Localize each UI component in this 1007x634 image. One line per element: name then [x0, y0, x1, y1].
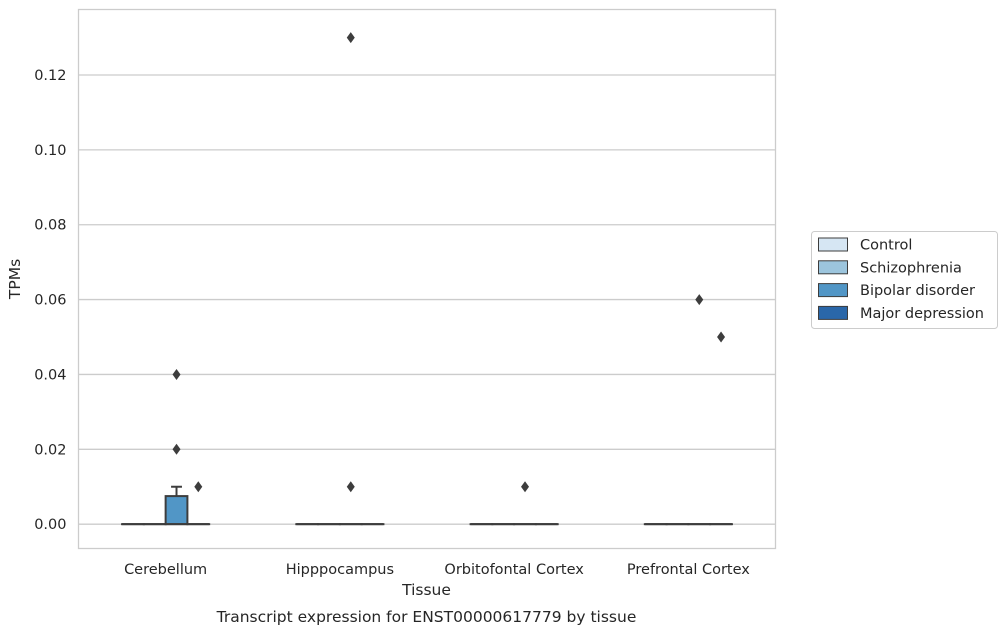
- legend-items: Control Schizophrenia Bipolar disorder Majo…: [818, 237, 984, 322]
- x-tick-label: Prefrontal Cortex: [627, 562, 750, 578]
- outlier-point: [717, 331, 726, 343]
- legend-entry: Schizophrenia: [818, 260, 962, 276]
- y-tick-label: 0.04: [34, 367, 66, 383]
- plot-area: [77, 8, 777, 550]
- y-tick-label: 0.08: [34, 218, 66, 234]
- legend-frame: [811, 231, 998, 329]
- y-tick-label: 0.02: [34, 442, 66, 458]
- x-tick-label: Cerebellum: [124, 562, 207, 578]
- legend-swatch: [818, 260, 848, 275]
- y-tick-labels: 0.00 0.02 0.04 0.06 0.08 0.10 0.12: [34, 68, 66, 533]
- boxes-layer: [121, 32, 733, 526]
- box-group: [513, 481, 537, 526]
- outlier-point: [172, 443, 181, 455]
- y-tick-label: 0.10: [34, 143, 66, 159]
- x-tick-label: Hipppocampus: [286, 562, 394, 578]
- x-tick-labels: Cerebellum Hipppocampus Orbitofontal Corte…: [124, 562, 750, 578]
- box-group: [164, 368, 189, 526]
- box-group: [687, 294, 712, 526]
- box-body: [164, 495, 189, 526]
- box-group: [338, 32, 363, 526]
- y-tick-label: 0.06: [34, 293, 66, 309]
- legend-swatch: [818, 237, 848, 252]
- y-tick-label: 0.12: [34, 68, 66, 84]
- outlier-point: [194, 481, 203, 493]
- outlier-point: [695, 294, 704, 306]
- legend-entry: Bipolar disorder: [818, 283, 975, 299]
- outlier-point: [172, 368, 181, 380]
- legend-entry: Control: [818, 237, 912, 254]
- legend-label: Bipolar disorder: [860, 283, 975, 299]
- legend: Control Schizophrenia Bipolar disorder Majo…: [811, 231, 998, 329]
- x-tick-label: Orbitofontal Cortex: [444, 562, 584, 578]
- y-axis-title: TPMs: [6, 259, 24, 300]
- legend-label: Control: [860, 238, 912, 254]
- legend-label: Major depression: [860, 306, 984, 322]
- box-group: [709, 331, 733, 526]
- legend-label: Schizophrenia: [860, 260, 962, 276]
- y-tick-label: 0.00: [34, 517, 66, 533]
- grid-layer: [78, 74, 776, 525]
- box-group: [186, 481, 211, 526]
- outlier-point: [521, 481, 530, 493]
- outlier-point: [346, 481, 355, 493]
- chart-caption: Transcript expression for ENST0000061777…: [216, 608, 637, 626]
- legend-entry: Major depression: [818, 305, 984, 322]
- outlier-point: [346, 32, 355, 44]
- x-axis-title: Tissue: [401, 581, 451, 599]
- legend-swatch: [818, 283, 848, 298]
- legend-swatch: [818, 305, 848, 320]
